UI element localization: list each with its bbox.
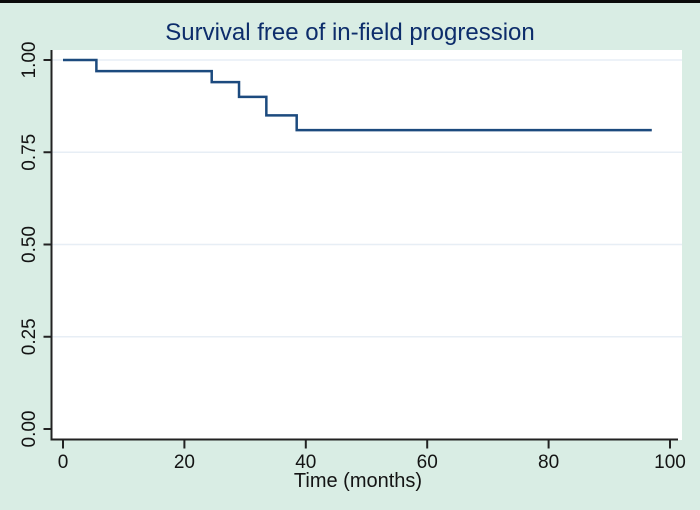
x-axis-title: Time (months) [294,470,422,492]
x-tick-label: 40 [295,452,316,473]
tick-labels-layer: 0.00 0.25 0.50 0.75 1.00 0 20 40 60 80 100 [19,42,686,473]
x-tick-label: 100 [654,452,686,473]
y-tick-label: 0.50 [19,226,40,263]
x-tick-label: 60 [417,452,438,473]
y-tick-label: 0.00 [19,411,40,448]
figure-top-border [0,0,700,3]
survival-curve [63,58,652,132]
x-tick-label: 80 [538,452,559,473]
x-tick-label: 0 [58,452,69,473]
x-tick-label: 20 [174,452,195,473]
curve-layer [63,58,652,132]
gridlines-layer [51,59,682,338]
y-tick-label: 0.25 [19,318,40,355]
ticks-layer [43,59,671,449]
chart-title: Survival free of in-field progression [165,19,535,46]
y-tick-label: 0.75 [19,134,40,171]
y-tick-label: 1.00 [19,42,40,79]
